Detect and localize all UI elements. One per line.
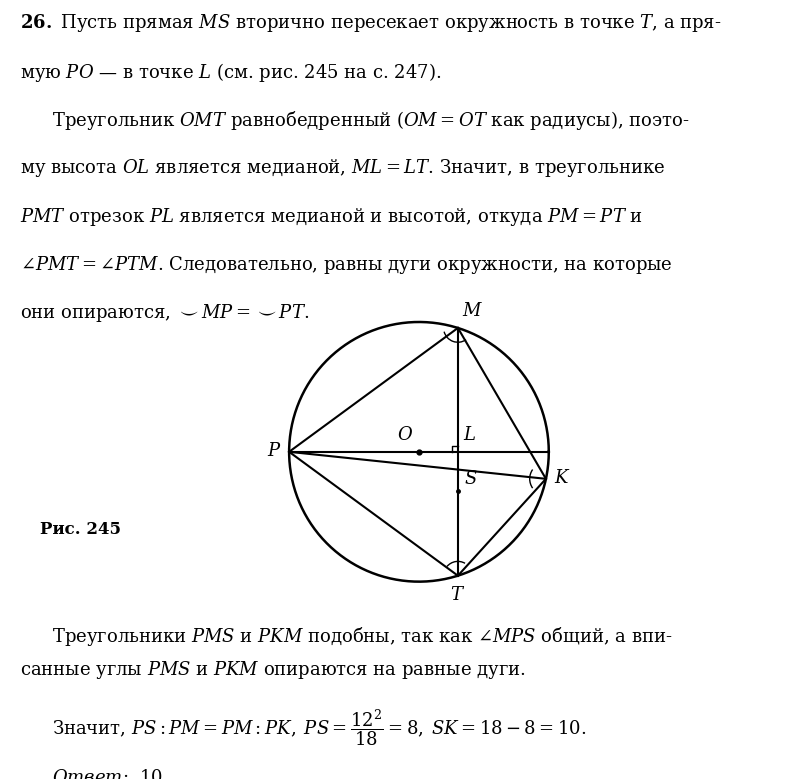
Text: $S$: $S$ — [464, 471, 478, 488]
Text: Треугольник $\mathit{OMT}$ равнобедренный ($\mathit{OM} = \mathit{OT}$ как радиу: Треугольник $\mathit{OMT}$ равнобедренны… — [52, 109, 689, 132]
Text: $P$: $P$ — [267, 442, 282, 460]
Text: Треугольники $\mathit{PMS}$ и $\mathit{PKM}$ подобны, так как $\angle\mathit{MPS: Треугольники $\mathit{PMS}$ и $\mathit{P… — [52, 625, 673, 648]
Text: му высота $\mathit{OL}$ является медианой, $\mathit{ML} = \mathit{LT}$. Значит, : му высота $\mathit{OL}$ является медиано… — [20, 157, 666, 179]
Text: мую $\mathit{PO}$ — в точке $\mathit{L}$ (см. рис. 245 на с. 247).: мую $\mathit{PO}$ — в точке $\mathit{L}$… — [20, 61, 441, 84]
Text: Рис. 245: Рис. 245 — [40, 521, 121, 538]
Text: $M$: $M$ — [462, 302, 483, 320]
Text: они опираются, $\smile\mathit{MP} = \smile\mathit{PT}$.: они опираются, $\smile\mathit{MP} = \smi… — [20, 302, 309, 324]
Text: $O$: $O$ — [397, 426, 413, 444]
Text: $\mathbf{26.}$ Пусть прямая $\mathit{MS}$ вторично пересекает окружность в точке: $\mathbf{26.}$ Пусть прямая $\mathit{MS}… — [20, 12, 721, 34]
Text: $T$: $T$ — [450, 586, 465, 604]
Text: санные углы $\mathit{PMS}$ и $\mathit{PKM}$ опираются на равные дуги.: санные углы $\mathit{PMS}$ и $\mathit{PK… — [20, 659, 526, 681]
Text: $\angle\mathit{PMT} = \angle\mathit{PTM}$. Следовательно, равны дуги окружности,: $\angle\mathit{PMT} = \angle\mathit{PTM}… — [20, 254, 673, 276]
Text: $\mathit{Ответ}$:  10.: $\mathit{Ответ}$: 10. — [52, 769, 168, 779]
Text: Значит, $\mathit{PS} : \mathit{PM} = \mathit{PM} : \mathit{PK},\; \mathit{PS} = : Значит, $\mathit{PS} : \mathit{PM} = \ma… — [52, 707, 586, 748]
Text: $L$: $L$ — [463, 426, 476, 444]
Text: $K$: $K$ — [554, 468, 571, 487]
Text: $\mathit{PMT}$ отрезок $\mathit{PL}$ является медианой и высотой, откуда $\mathi: $\mathit{PMT}$ отрезок $\mathit{PL}$ явл… — [20, 206, 643, 227]
